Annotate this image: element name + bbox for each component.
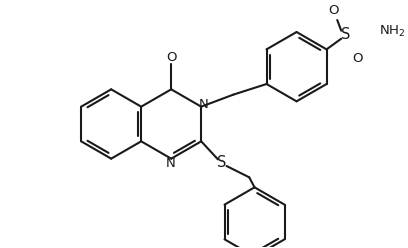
Text: NH$_2$: NH$_2$: [379, 24, 405, 39]
Text: O: O: [166, 51, 177, 64]
Text: N: N: [199, 97, 209, 111]
Text: O: O: [352, 52, 362, 65]
Text: N: N: [166, 157, 175, 170]
Text: O: O: [328, 4, 339, 17]
Text: S: S: [341, 27, 350, 42]
Text: S: S: [217, 155, 226, 170]
